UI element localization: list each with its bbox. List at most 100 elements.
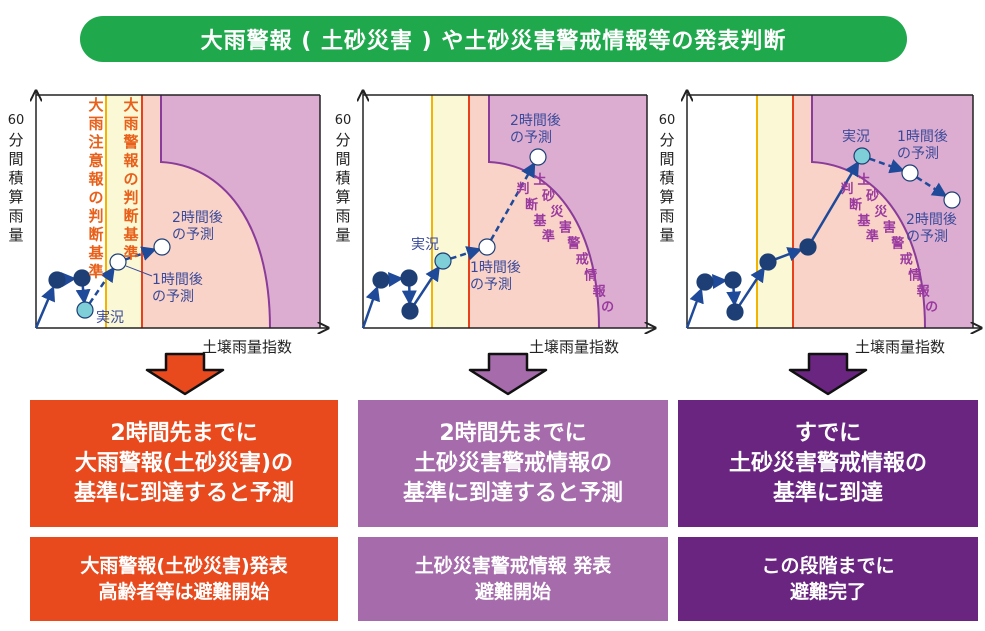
observed-point: [372, 271, 390, 289]
advisory-criteria-label: 大: [88, 96, 103, 114]
y-axis-label: 60: [335, 113, 352, 128]
warning-criteria-label: 基: [122, 226, 139, 244]
current-label: 実況: [411, 237, 439, 253]
y-axis-label: 間: [659, 150, 674, 168]
sediment-criteria-label: 災: [550, 205, 564, 220]
y-axis-label: 積: [8, 169, 23, 187]
observed-point: [400, 269, 418, 287]
sediment-criteria-line: [160, 95, 271, 329]
forecast-1h-label: の予測: [897, 146, 939, 162]
warning-criteria-label: 準: [123, 244, 138, 262]
sediment-criteria-label: 判: [516, 181, 529, 197]
observed-point: [48, 271, 66, 289]
y-axis-label: 量: [659, 226, 674, 244]
current-label: 実況: [96, 310, 124, 326]
advisory-zone: [106, 95, 142, 328]
x-axis-label: 土壌雨量指数: [529, 338, 619, 356]
y-axis-label: 算: [659, 188, 674, 206]
y-axis-label: 間: [8, 150, 23, 168]
x-axis-label: 土壌雨量指数: [855, 338, 945, 356]
forecast-1h-label: の予測: [152, 289, 194, 305]
current-label: 実況: [842, 129, 870, 145]
sediment-zone: [489, 95, 647, 328]
forecast-2h-label: の予測: [172, 227, 214, 243]
sediment-zone: [161, 95, 320, 328]
advisory-criteria-label: の: [88, 189, 103, 207]
observed-arrow: [388, 271, 404, 287]
x-axis-label: 土壌雨量指数: [202, 338, 292, 356]
sediment-criteria-label: 土: [533, 172, 546, 188]
forecast-1h-label: 1時間後: [470, 260, 521, 276]
y-axis-label: 60: [8, 113, 25, 128]
sediment-criteria-label: 判: [840, 181, 853, 197]
down-arrow-icon: [468, 352, 548, 396]
sediment-criteria-label: 戒: [576, 251, 589, 267]
forecast-1h-label: 1時間後: [152, 272, 203, 288]
chart-panel-2: 60: [335, 91, 655, 328]
action-box-3: この段階までに 避難完了: [678, 537, 978, 621]
observed-arrow: [60, 272, 77, 288]
y-axis-label: 雨: [659, 207, 674, 225]
forecast-2h-label: 2時間後: [172, 210, 223, 226]
advisory-criteria-label: 判: [88, 207, 103, 225]
warning-criteria-label: 報: [123, 152, 139, 170]
sediment-criteria-line: [488, 95, 600, 329]
observed-arrow: [75, 285, 91, 305]
sediment-criteria-label: 基: [532, 213, 547, 229]
forecast-point: [109, 253, 127, 271]
observed-point: [726, 303, 744, 321]
forecast-arrow: [916, 176, 948, 198]
observed-arrow: [726, 287, 742, 307]
observed-point: [724, 271, 742, 289]
observed-arrow: [775, 247, 803, 262]
chart-panel-1: 60: [8, 91, 328, 328]
observed-arrow: [738, 266, 765, 307]
sediment-criteria-label: 断: [849, 197, 862, 213]
forecast-2h-label: の予測: [510, 130, 552, 146]
observed-arrow: [361, 285, 380, 329]
forecast-point: [478, 238, 496, 256]
box-reached-sediment: すでに 土砂災害警戒情報の 基準に到達: [678, 400, 978, 527]
advisory-zone: [757, 95, 793, 328]
observed-point: [799, 238, 817, 256]
forecast-point: [529, 148, 547, 166]
y-axis-label: 算: [335, 188, 350, 206]
leader-line: [125, 265, 153, 277]
chart-panel-3: 60: [659, 91, 981, 328]
sediment-criteria-label: 警: [891, 236, 904, 252]
observed-arrow: [401, 285, 417, 306]
sediment-criteria-line: [811, 95, 926, 329]
forecast-arrow: [489, 161, 536, 241]
sediment-criteria-label: 土: [857, 172, 870, 188]
forecast-1h-label: の予測: [470, 277, 512, 293]
observed-arrow: [413, 265, 440, 306]
sediment-criteria-label: 害: [883, 220, 896, 236]
y-axis-label: 分: [335, 131, 350, 149]
forecast-arrow: [125, 246, 157, 261]
page-title: 大雨警報 ( 土砂災害 ) や土砂災害警戒情報等の発表判断: [80, 16, 907, 62]
sediment-criteria-label: 警: [567, 236, 580, 252]
sediment-criteria-label: の: [601, 300, 614, 315]
observed-point: [759, 253, 777, 271]
down-arrow-icon: [145, 352, 225, 396]
y-axis-label: 積: [659, 169, 674, 187]
forecast-2h-label: 2時間後: [906, 212, 957, 228]
sediment-criteria-label: 砂: [541, 188, 555, 204]
advisory-criteria-label: 報: [88, 170, 104, 188]
advisory-criteria-label: 基: [87, 244, 104, 262]
current-point: [434, 252, 452, 270]
y-axis-label: 算: [8, 188, 23, 206]
forecast-2h-label: の予測: [906, 229, 948, 245]
action-box-1: 大雨警報(土砂災害)発表 高齢者等は避難開始: [30, 537, 338, 621]
current-point: [853, 147, 871, 165]
observed-arrow: [712, 273, 728, 289]
sediment-criteria-label: 報: [593, 283, 607, 299]
sediment-criteria-label: 災: [874, 205, 888, 220]
sediment-criteria-label: 基: [856, 213, 871, 229]
sediment-criteria-label: 砂: [865, 188, 879, 204]
y-axis-label: 間: [335, 150, 350, 168]
advisory-criteria-label: 準: [88, 263, 103, 281]
sediment-zone: [812, 95, 973, 328]
advisory-criteria-label: 注: [88, 133, 103, 151]
sediment-criteria-label: の: [925, 300, 938, 315]
